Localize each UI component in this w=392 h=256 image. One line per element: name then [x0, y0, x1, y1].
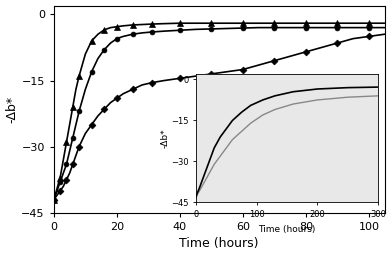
X-axis label: Time (hours): Time (hours): [180, 238, 259, 250]
Y-axis label: -Δb*: -Δb*: [5, 96, 18, 123]
